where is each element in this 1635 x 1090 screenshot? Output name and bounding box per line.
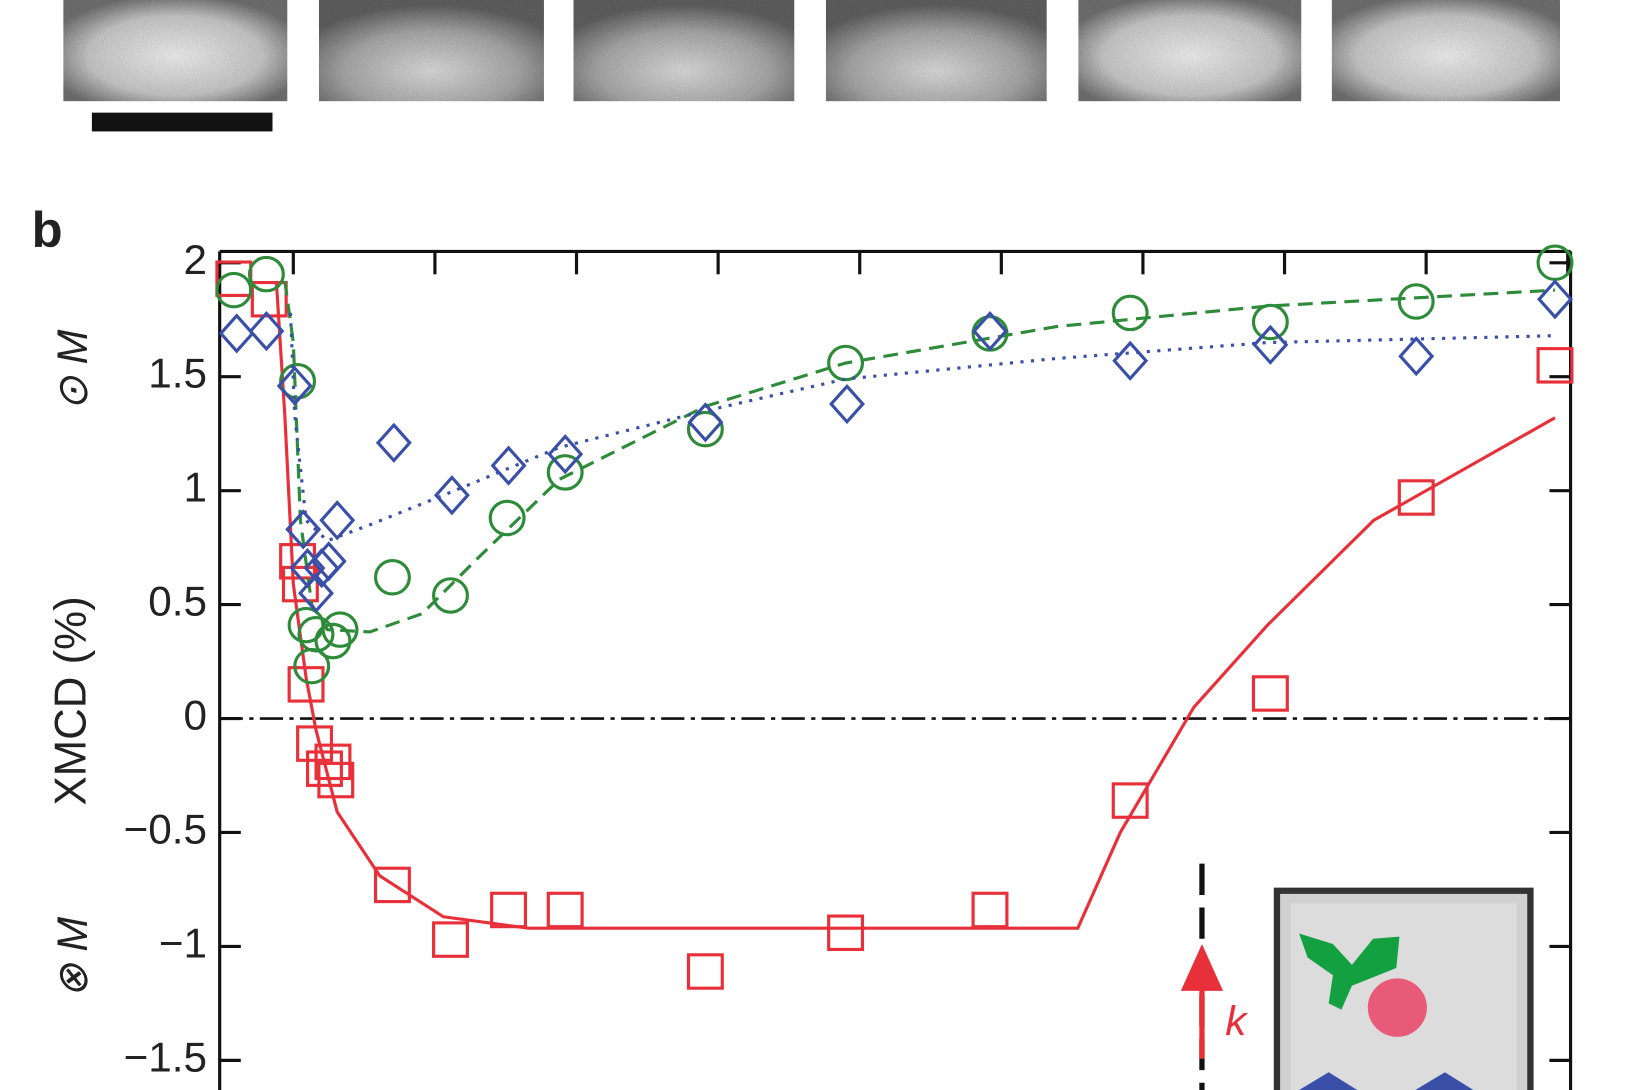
diamond-marker	[1252, 324, 1289, 365]
circle-marker	[297, 615, 335, 653]
diamond-marker	[1398, 336, 1435, 377]
circle-marker	[432, 577, 469, 614]
diamond-marker	[972, 311, 1008, 352]
blue-domain	[1299, 1072, 1358, 1090]
diamond-marker	[285, 509, 322, 550]
diamond-marker	[375, 422, 412, 463]
diamond-marker	[490, 445, 527, 486]
diamond-marker	[303, 548, 340, 589]
square-marker	[1397, 479, 1435, 516]
y-tick-label: 0	[184, 692, 207, 739]
square-marker	[686, 953, 724, 990]
circle-marker	[215, 271, 253, 309]
y-tick-label: 2	[184, 236, 207, 283]
thumbnail	[825, 0, 1047, 102]
square-marker	[432, 921, 469, 958]
fit-line	[288, 312, 1556, 543]
plot: 2 1.5 1 0.5 0 −0.5 −1 −1.5	[124, 236, 1574, 1090]
square-marker	[373, 866, 411, 904]
thumbnails	[63, 0, 1561, 132]
circle-marker	[1111, 294, 1149, 332]
y-tick-label: 0.5	[148, 578, 207, 625]
pink-domain	[1367, 978, 1427, 1037]
diamond-marker	[218, 313, 255, 354]
circle-marker	[546, 454, 584, 491]
y-tick-label: −1	[159, 920, 207, 967]
thumbnail	[318, 0, 544, 102]
y-tick-label: −0.5	[124, 806, 207, 853]
fit-line	[283, 280, 1556, 634]
circle-marker	[279, 363, 317, 400]
y-tick-label: −1.5	[124, 1034, 207, 1081]
thumbnail	[1078, 0, 1302, 102]
k-label: k	[1225, 998, 1248, 1045]
circle-marker	[314, 622, 352, 660]
thumbnail	[63, 0, 288, 102]
square-marker	[971, 891, 1009, 929]
diamond-marker	[319, 500, 356, 541]
circle-marker	[827, 344, 865, 382]
diamond-marker	[1537, 279, 1573, 320]
panel-label: b	[32, 201, 63, 258]
square-marker	[546, 891, 584, 929]
k-arrow-head	[1180, 943, 1224, 991]
square-marker	[281, 565, 319, 603]
diamond-marker	[687, 402, 724, 443]
y-tick-label: 1.5	[148, 350, 207, 397]
y-label-top: ⊙ M	[49, 330, 96, 411]
green-domain	[1299, 933, 1400, 1010]
square-marker	[305, 750, 343, 787]
square-marker	[287, 666, 325, 703]
diamond-marker	[433, 475, 470, 516]
thumbnail	[1331, 0, 1561, 102]
circle-marker	[1251, 303, 1289, 341]
circle-marker	[321, 611, 359, 648]
y-label: XMCD (%)	[46, 596, 95, 805]
diamond-marker	[547, 434, 584, 475]
diamond-marker	[829, 383, 865, 425]
square-marker	[827, 914, 865, 952]
thumbnail	[573, 0, 795, 102]
diamond-marker	[276, 365, 313, 406]
square-marker	[317, 761, 355, 799]
circle-marker	[686, 410, 724, 448]
y-tick-label: 1	[184, 464, 207, 511]
diamond-marker	[1112, 340, 1149, 381]
blue-domain	[1415, 1072, 1474, 1090]
fit-line	[274, 280, 1556, 930]
square-marker	[1251, 675, 1289, 712]
square-marker	[1536, 347, 1574, 384]
circle-marker	[1397, 283, 1435, 320]
inset: k	[1180, 863, 1534, 1090]
scale-bar	[91, 112, 273, 132]
circle-marker	[373, 559, 411, 596]
diamond-marker	[298, 573, 334, 614]
square-marker	[490, 891, 528, 929]
circle-marker	[488, 499, 526, 537]
diamond-marker	[310, 541, 347, 582]
circle-marker	[247, 255, 285, 293]
y-label-bottom: ⊗ M	[49, 917, 96, 998]
square-marker	[1111, 782, 1149, 819]
diamond-marker	[248, 311, 285, 352]
